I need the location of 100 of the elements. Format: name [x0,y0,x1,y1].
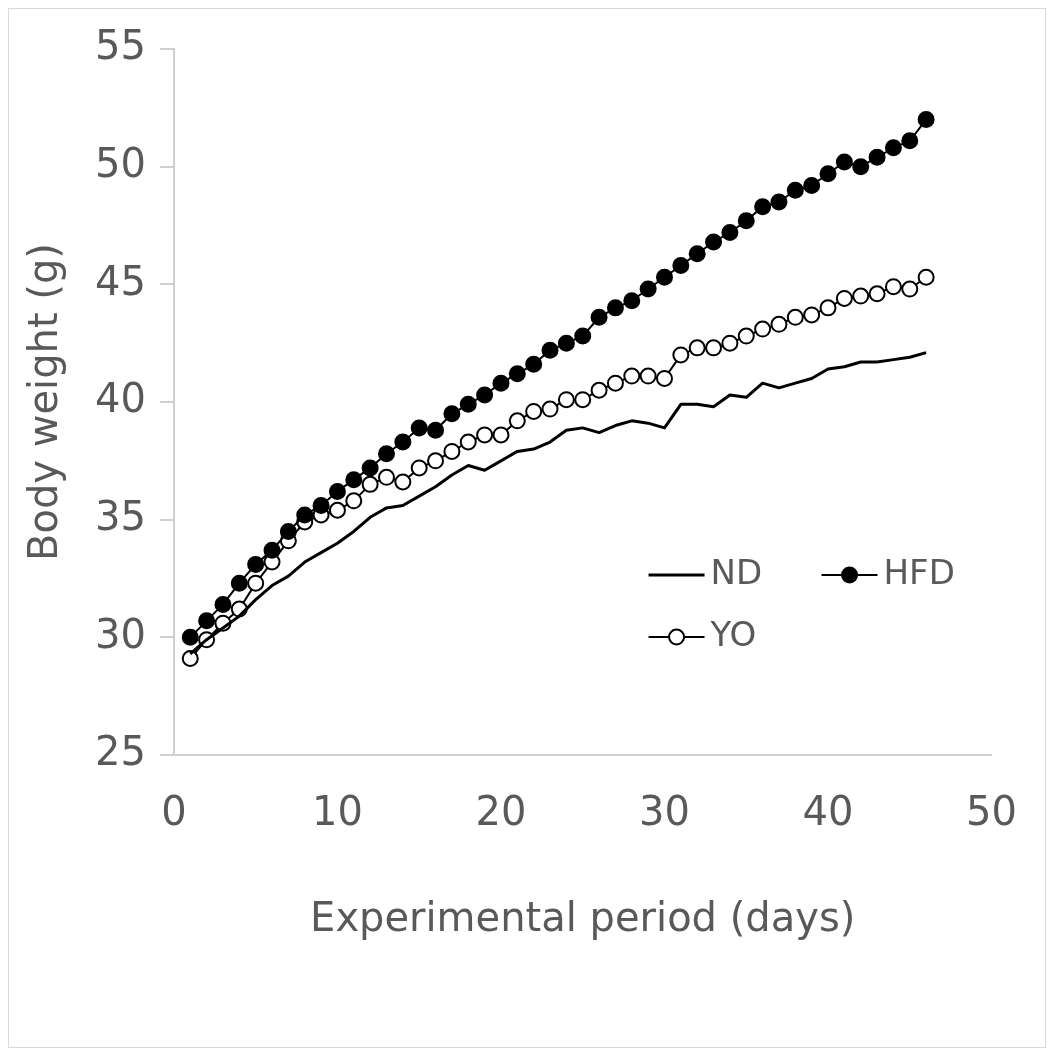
point [443,442,461,460]
point [541,400,559,418]
point [917,268,935,286]
point [705,339,723,357]
y-tick-label: 35 [94,493,146,540]
point [737,212,755,230]
point [247,555,265,573]
point [476,386,494,404]
point [819,165,837,183]
legend-label: YO [709,613,757,654]
x-tick-label: 20 [475,788,527,835]
point [852,158,870,176]
point [574,391,592,409]
point [312,497,330,515]
point [901,280,919,298]
point [721,224,739,242]
point [688,245,706,263]
point [410,459,428,477]
x-tick-label: 10 [311,788,363,835]
point [884,139,902,157]
point [328,501,346,519]
point [721,334,739,352]
point [803,306,821,324]
point [672,257,690,275]
point [361,459,379,477]
point [377,445,395,463]
point [868,148,886,166]
point [361,475,379,493]
point [754,320,772,338]
point [492,374,510,392]
point [737,327,755,345]
point [541,341,559,359]
point [394,473,412,491]
point [476,426,494,444]
point [459,395,477,413]
point [214,595,232,613]
point [835,153,853,171]
point [427,421,445,439]
point [655,369,673,387]
point [786,181,804,199]
y-tick-label: 30 [94,610,146,657]
x-tick-label: 40 [802,788,854,835]
y-tick-label: 25 [94,728,146,775]
point [835,289,853,307]
point [590,308,608,326]
point [508,412,526,430]
legend-label: HFD [883,551,955,592]
point [508,365,526,383]
point [492,426,510,444]
point [917,111,935,129]
point [345,471,363,489]
point [819,299,837,317]
y-tick-label: 40 [94,375,146,422]
point [770,193,788,211]
y-tick-label: 50 [94,140,146,187]
y-axis-title: Body weight (g) [20,243,67,561]
point [786,308,804,326]
point [803,176,821,194]
point [623,367,641,385]
point [623,292,641,310]
point [230,574,248,592]
legend-label: ND [710,551,763,592]
point [672,346,690,364]
point [590,381,608,399]
point [868,285,886,303]
point [688,339,706,357]
point [705,233,723,251]
point [655,268,673,286]
point [574,327,592,345]
point [459,433,477,451]
point [394,433,412,451]
point [427,452,445,470]
point [639,367,657,385]
point [377,468,395,486]
point [181,650,199,668]
point [557,334,575,352]
point [557,391,575,409]
point [181,628,199,646]
point [410,419,428,437]
x-tick-label: 30 [639,788,690,835]
point [345,492,363,510]
point [606,299,624,317]
point [198,612,216,630]
x-tick-label: 50 [966,788,1017,835]
point [770,315,788,333]
x-axis-title: Experimental period (days) [310,894,856,941]
point [443,405,461,423]
point [754,198,772,216]
point [884,278,902,296]
point [901,132,919,150]
point [296,506,314,524]
y-tick-label: 45 [94,257,146,304]
point [525,355,543,373]
point [525,402,543,420]
point [279,522,297,540]
point [639,280,657,298]
x-tick-label: 0 [161,788,187,835]
y-tick-label: 55 [94,22,146,69]
point [606,374,624,392]
point [852,287,870,305]
